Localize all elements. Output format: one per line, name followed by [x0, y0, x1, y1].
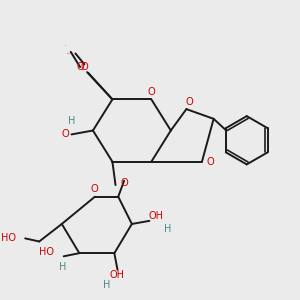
- Text: O: O: [61, 129, 69, 139]
- Text: O: O: [148, 87, 156, 97]
- Text: H: H: [68, 116, 75, 126]
- Text: O: O: [207, 157, 214, 167]
- Text: O: O: [80, 62, 88, 72]
- Text: HO: HO: [1, 233, 16, 243]
- Text: O: O: [65, 45, 66, 46]
- Text: H: H: [164, 224, 172, 234]
- Text: OH: OH: [110, 270, 125, 280]
- Text: O: O: [120, 178, 128, 188]
- Text: H: H: [59, 262, 67, 272]
- Text: O: O: [185, 97, 193, 107]
- Text: methoxy: methoxy: [66, 53, 73, 54]
- Text: HO: HO: [39, 247, 54, 256]
- Text: H: H: [103, 280, 110, 290]
- Text: O: O: [76, 62, 84, 72]
- Text: O: O: [90, 184, 98, 194]
- Text: OH: OH: [149, 211, 164, 221]
